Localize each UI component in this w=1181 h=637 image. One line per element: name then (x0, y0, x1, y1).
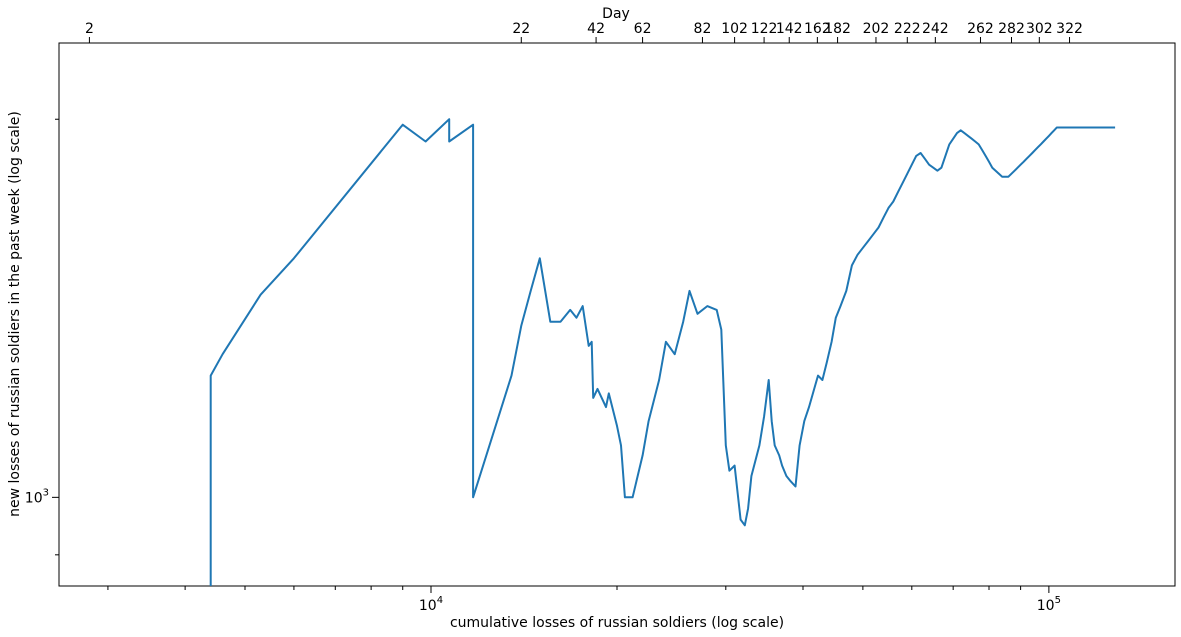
top-tick-label: 2 (85, 21, 94, 37)
series-line (209, 118, 1116, 586)
top-tick-label: 302 (1026, 21, 1053, 37)
top-tick-label: 162 (804, 21, 831, 37)
top-tick-label: 142 (776, 21, 803, 37)
top-tick-label: 202 (863, 21, 890, 37)
x-axis-label: cumulative losses of russian soldiers (l… (450, 615, 784, 631)
plot-frame (58, 42, 1176, 587)
y-axis: 103 (25, 118, 59, 556)
top-tick-label: 182 (824, 21, 851, 37)
top-tick-label: 82 (694, 21, 712, 37)
top-tick-label: 122 (751, 21, 778, 37)
top-tick-label: 102 (721, 21, 748, 37)
x-tick-label: 104 (419, 595, 443, 614)
top-tick-label: 282 (998, 21, 1025, 37)
top-axis-label: Day (602, 6, 630, 22)
top-tick-label: 222 (894, 21, 921, 37)
top-tick-label: 62 (634, 21, 652, 37)
y-tick-label: 103 (25, 487, 49, 506)
top-tick-label: 42 (587, 21, 605, 37)
top-tick-label: 322 (1056, 21, 1083, 37)
x-tick-label: 105 (1037, 595, 1061, 614)
top-tick-label: 242 (922, 21, 949, 37)
top-tick-label: 262 (967, 21, 994, 37)
y-axis-label: new losses of russian soldiers in the pa… (7, 111, 23, 517)
x-axis: 104 105 (107, 586, 1061, 614)
top-tick-label: 22 (512, 21, 530, 37)
